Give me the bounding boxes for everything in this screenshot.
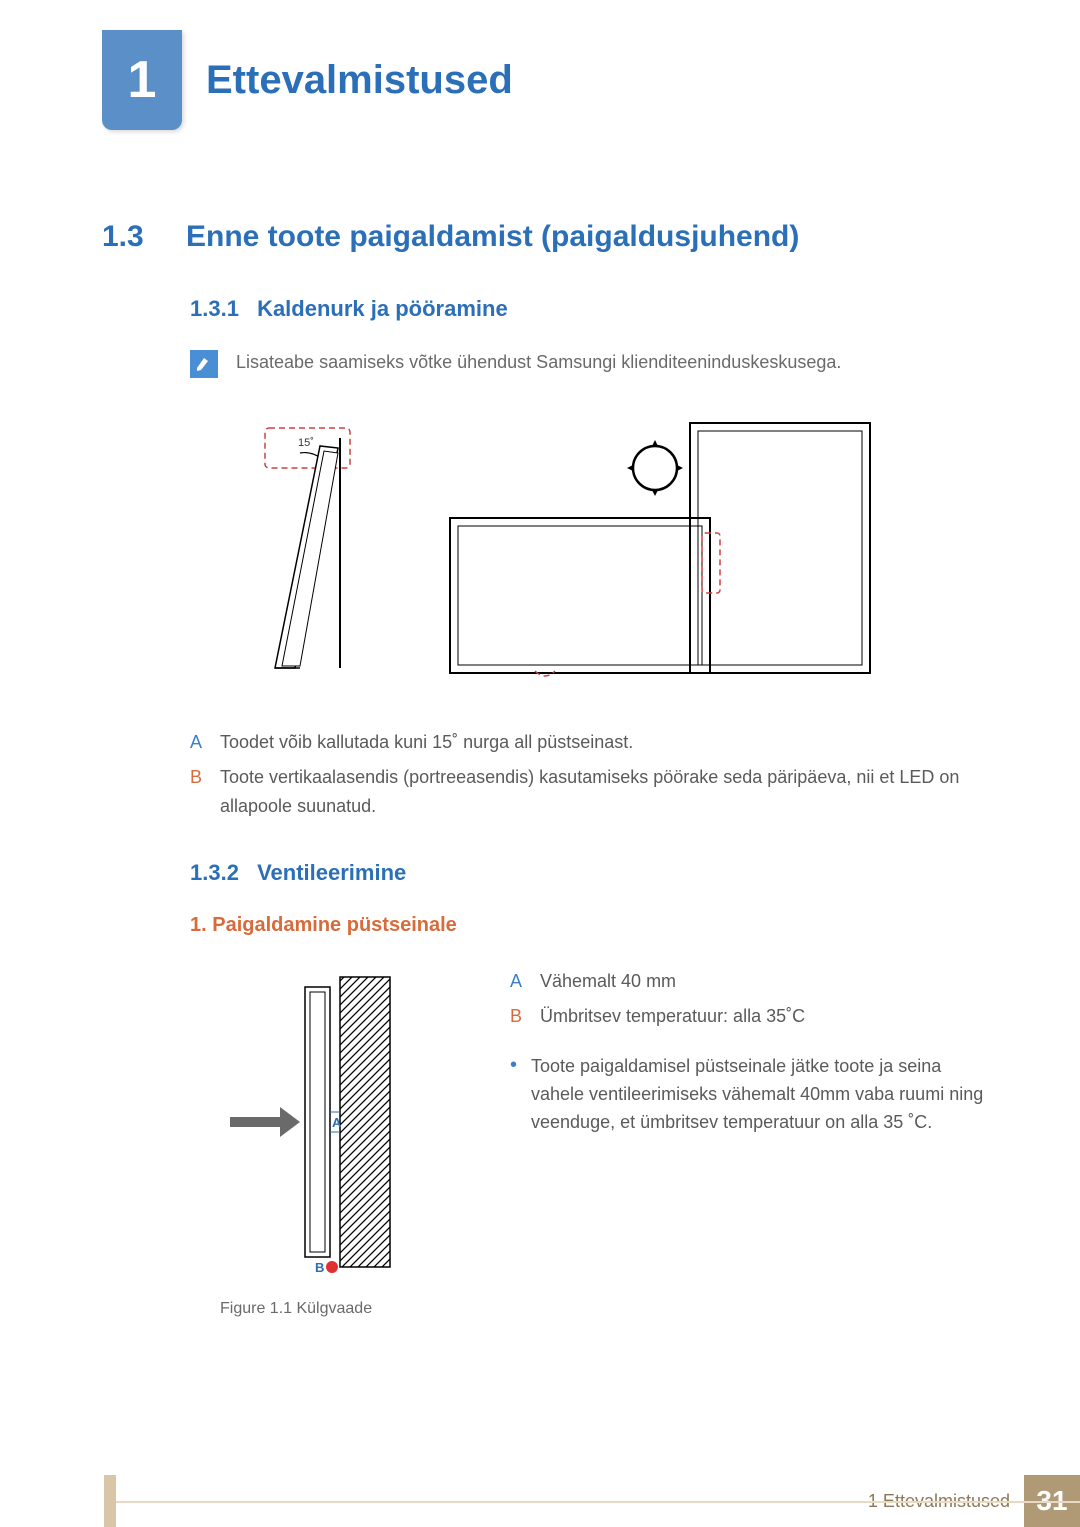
list-label-b: B bbox=[190, 763, 208, 821]
tilt-notes-list: A Toodet võib kallutada kuni 15˚ nurga a… bbox=[190, 728, 990, 820]
angle-label: 15˚ bbox=[298, 437, 314, 449]
page-root: 1 Ettevalmistused 1.3 Enne toote paigald… bbox=[0, 0, 1080, 1527]
subsection-heading: 1.3.1 Kaldenurk ja pööramine bbox=[190, 296, 990, 322]
subsection-1-3-1: 1.3.1 Kaldenurk ja pööramine bbox=[190, 296, 990, 322]
chapter-header: 1 Ettevalmistused bbox=[102, 30, 990, 130]
ventilation-row: A B Figure 1.1 Külgvaade A Vähemalt 40 m… bbox=[210, 967, 990, 1318]
list-item: B Ümbritsev temperatuur: alla 35˚C bbox=[510, 1002, 990, 1031]
list-label-b: B bbox=[510, 1002, 528, 1031]
section-heading: 1.3 Enne toote paigaldamist (paigaldusju… bbox=[102, 220, 990, 254]
tilt-rotation-diagram: 15˚ bbox=[220, 418, 990, 678]
list-item-text: Ümbritsev temperatuur: alla 35˚C bbox=[540, 1002, 805, 1031]
note-icon bbox=[190, 350, 218, 378]
subsection-number: 1.3.2 bbox=[190, 860, 239, 885]
note-text: Lisateabe saamiseks võtke ühendust Samsu… bbox=[236, 350, 841, 375]
chapter-title: Ettevalmistused bbox=[206, 58, 513, 103]
list-item-text: Toodet võib kallutada kuni 15˚ nurga all… bbox=[220, 728, 633, 757]
section-title: Enne toote paigaldamist (paigaldusjuhend… bbox=[186, 220, 799, 254]
ventilation-diagram: A B Figure 1.1 Külgvaade bbox=[210, 967, 450, 1318]
list-item: B Toote vertikaalasendis (portreeasendis… bbox=[190, 763, 990, 821]
ventilation-text: A Vähemalt 40 mm B Ümbritsev temperatuur… bbox=[510, 967, 990, 1136]
figure-caption: Figure 1.1 Külgvaade bbox=[220, 1300, 450, 1318]
list-item: A Vähemalt 40 mm bbox=[510, 967, 990, 996]
subsection-title: Kaldenurk ja pööramine bbox=[257, 296, 508, 321]
page-footer: 1 Ettevalmistused 31 bbox=[0, 1475, 1080, 1527]
list-label-a: A bbox=[510, 967, 528, 996]
bullet-text: Toote paigaldamisel püstseinale jätke to… bbox=[531, 1053, 990, 1137]
section-number: 1.3 bbox=[102, 220, 158, 254]
chapter-number-badge: 1 bbox=[102, 30, 182, 130]
bullet-dot-icon: • bbox=[510, 1053, 517, 1137]
note-row: Lisateabe saamiseks võtke ühendust Samsu… bbox=[190, 350, 990, 378]
list-item: A Toodet võib kallutada kuni 15˚ nurga a… bbox=[190, 728, 990, 757]
subsection-1-3-2: 1.3.2 Ventileerimine bbox=[190, 860, 990, 886]
diagram-label-b: B bbox=[315, 1260, 324, 1275]
subsection-title: Ventileerimine bbox=[257, 860, 406, 885]
list-label-a: A bbox=[190, 728, 208, 757]
bullet-item: • Toote paigaldamisel püstseinale jätke … bbox=[510, 1053, 990, 1137]
tilt-diagram: 15˚ bbox=[220, 418, 390, 678]
list-item-text: Toote vertikaalasendis (portreeasendis) … bbox=[220, 763, 990, 821]
sub-sub-heading: 1. Paigaldamine püstseinale bbox=[190, 914, 990, 937]
subsection-heading: 1.3.2 Ventileerimine bbox=[190, 860, 990, 886]
diagram-label-a: A bbox=[332, 1115, 342, 1130]
footer-rule bbox=[104, 1501, 1080, 1503]
list-item-text: Vähemalt 40 mm bbox=[540, 967, 676, 996]
subsection-number: 1.3.1 bbox=[190, 296, 239, 321]
footer-accent bbox=[104, 1475, 116, 1527]
rotation-diagram bbox=[440, 418, 880, 678]
